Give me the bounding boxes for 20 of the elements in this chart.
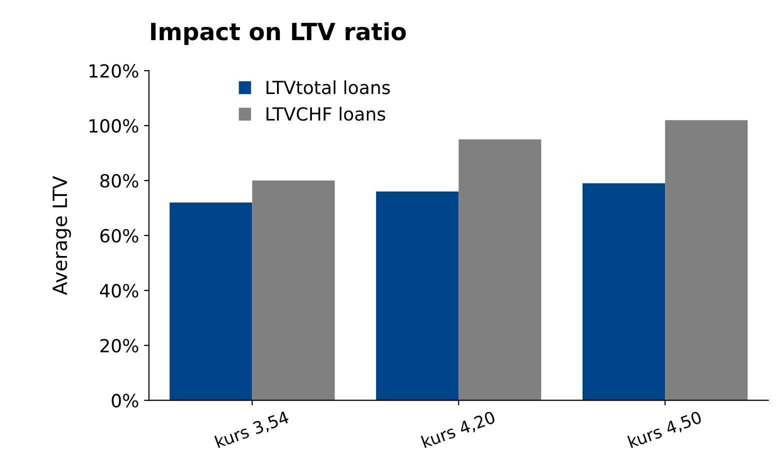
bar [582,183,666,400]
y-tick-label: 60% [100,228,138,243]
bar [376,192,459,400]
bar [252,180,335,400]
y-axis-title: Average LTV [52,176,71,296]
bar [170,202,252,400]
x-tick-label: kurs 4,20 [420,410,496,450]
y-tick-label: 120% [90,64,138,78]
y-tick-label: 80% [100,174,138,188]
legend-label: LTVCHF loans [266,106,386,121]
y-tick-label: 0% [112,394,138,408]
legend-label: LTVtotal loans [266,80,390,94]
bar [458,139,542,400]
y-tick-label: 40% [100,284,138,298]
y-tick-label: 20% [100,338,138,353]
x-tick-label: kurs 4,50 [627,410,703,450]
chart-title: Impact on LTV ratio [151,22,406,46]
y-tick-label: 100% [90,119,138,133]
x-tick-label: kurs 3,54 [214,410,290,450]
bar [665,120,748,400]
